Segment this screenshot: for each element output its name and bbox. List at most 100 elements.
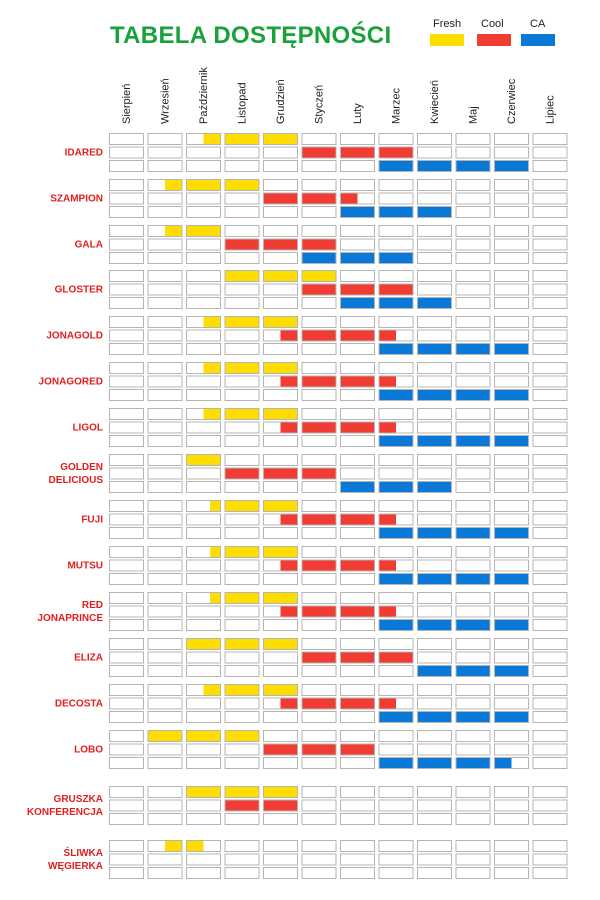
grid-cell [224,206,260,218]
grid-cell [147,343,183,355]
grid-cell [263,343,298,355]
month-label-maj: Maj [468,106,480,124]
grid-cell [147,711,183,723]
grid-cell [224,389,260,401]
grid-cell [378,454,414,466]
grid-cell [109,743,144,756]
grid-cell [109,146,144,159]
grid-cell [532,481,568,493]
grid-cell [378,786,414,798]
grid-cell [455,225,491,237]
grid-cell [494,697,529,710]
grid-cell [263,481,298,493]
grid-cell [417,362,452,374]
bar-ca-lobo [495,758,512,768]
bar-fresh-szampion [165,180,182,190]
grid-cell [532,146,568,159]
grid-cell [147,297,183,309]
grid-cell [224,375,260,388]
grid-cell [417,813,452,825]
grid-cell [455,730,491,742]
bar-fresh-decosta [225,685,259,695]
bar-ca-lobo [456,758,490,768]
bar-cool-gruszka-konferencja [225,800,259,811]
month-label-pazdziernik: Październik [198,67,210,124]
grid-cell [455,133,491,145]
grid-cell [417,133,452,145]
grid-cell [147,527,183,539]
bar-fresh-fuji [225,501,259,511]
grid-cell [147,316,183,328]
grid-cell [378,467,414,480]
grid-cell [147,467,183,480]
bar-ca-decosta [379,712,413,722]
grid-cell [455,592,491,604]
grid-cell [455,481,491,493]
bar-cool-fuji [379,514,396,525]
grid-cell [494,408,529,420]
bar-cool-szampion [341,193,358,204]
grid-cell [301,867,337,879]
grid-cell [340,435,375,447]
bar-cool-jonagold [280,330,297,341]
grid-cell [532,252,568,264]
grid-cell [186,546,221,558]
bar-cool-golden-delicious [225,468,259,479]
grid-cell [532,730,568,742]
grid-cell [340,813,375,825]
bar-ca-gala [341,253,374,263]
grid-cell [301,225,337,237]
bar-fresh-szampion [225,180,259,190]
grid-cell [186,697,221,710]
grid-cell [109,757,144,769]
grid-cell [455,316,491,328]
grid-cell [455,467,491,480]
grid-cell [378,730,414,742]
grid-cell [532,421,568,434]
grid-cell [378,638,414,650]
grid-cell [186,421,221,434]
bar-fresh-mutsu [225,547,259,557]
grid-cell [532,697,568,710]
grid-cell [109,605,144,618]
grid-cell [224,605,260,618]
grid-cell [147,454,183,466]
bar-fresh-fuji [264,501,297,511]
grid-cell [301,853,337,866]
grid-cell [186,146,221,159]
grid-cell [147,757,183,769]
grid-cell [224,225,260,237]
grid-cell [109,225,144,237]
grid-cell [263,867,298,879]
grid-cell [532,619,568,631]
grid-cell [224,146,260,159]
grid-cell [378,813,414,825]
bar-cool-golden-delicious [302,468,336,479]
grid-cell [147,867,183,879]
grid-cell [494,546,529,558]
grid-cell [186,619,221,631]
grid-cell [532,757,568,769]
grid-cell [301,546,337,558]
bar-cool-red-jonaprince [302,606,336,617]
bar-ca-red-jonaprince [495,620,528,630]
bar-cool-fuji [341,514,374,525]
grid-cell [417,283,452,296]
grid-cell [455,867,491,879]
grid-cell [532,592,568,604]
grid-cell [378,316,414,328]
bar-ca-szampion [418,207,451,217]
grid-cell [109,546,144,558]
grid-cell [378,238,414,251]
grid-cell [455,329,491,342]
grid-cell [455,421,491,434]
grid-cell [532,343,568,355]
bar-fresh-szampion [187,180,220,190]
grid-cell [186,651,221,664]
grid-cell [532,329,568,342]
grid-cell [532,799,568,812]
grid-cell [532,375,568,388]
variety-label-jonagored: JONAGORED [39,377,103,388]
grid-cell [147,786,183,798]
grid-cell [532,684,568,696]
